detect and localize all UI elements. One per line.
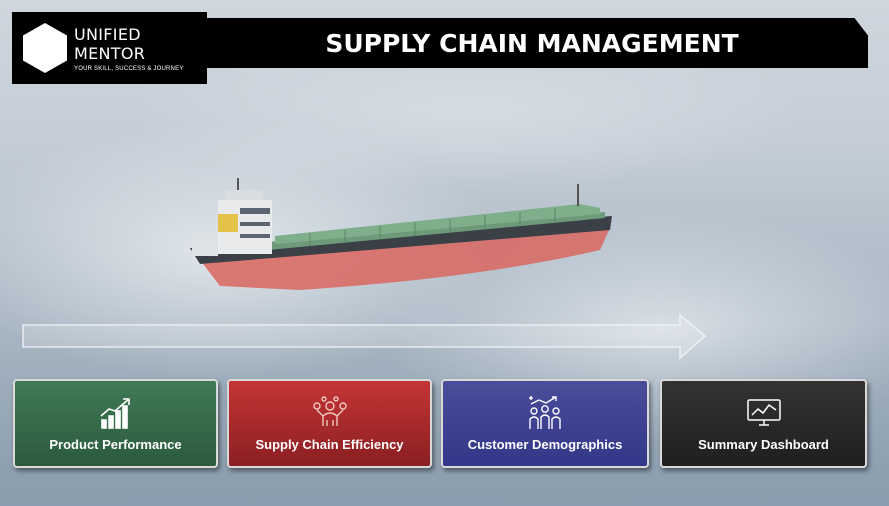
growth-chart-icon [99,398,130,429]
page-title: SUPPLY CHAIN MANAGEMENT [325,28,739,58]
nav-card-supply-chain-efficiency[interactable]: Supply Chain Efficiency [227,379,432,468]
nav-card-customer-demographics[interactable]: Customer Demographics [441,379,649,468]
nav-card-summary-dashboard[interactable]: Summary Dashboard [660,379,867,468]
nav-card-product-performance[interactable]: Product Performance [13,379,218,468]
header-banner: SUPPLY CHAIN MANAGEMENT [196,18,868,68]
nav-card-label: Customer Demographics [467,437,623,452]
monitor-chart-icon [746,399,781,426]
logo-name: UNIFIED MENTOR [74,24,146,63]
cargo-ship-image [190,178,612,290]
nav-card-label: Product Performance [49,437,182,452]
company-logo: UNIFIED MENTOR YOUR SKILL, SUCCESS & JOU… [12,12,207,84]
hexagon-logo-icon [23,23,67,73]
efficiency-person-icon [312,396,347,426]
nav-card-label: Summary Dashboard [698,437,829,452]
nav-card-label: Supply Chain Efficiency [255,437,404,452]
flow-arrow [22,313,706,360]
people-group-icon [529,396,561,429]
logo-tagline: YOUR SKILL, SUCCESS & JOURNEY [74,65,184,72]
